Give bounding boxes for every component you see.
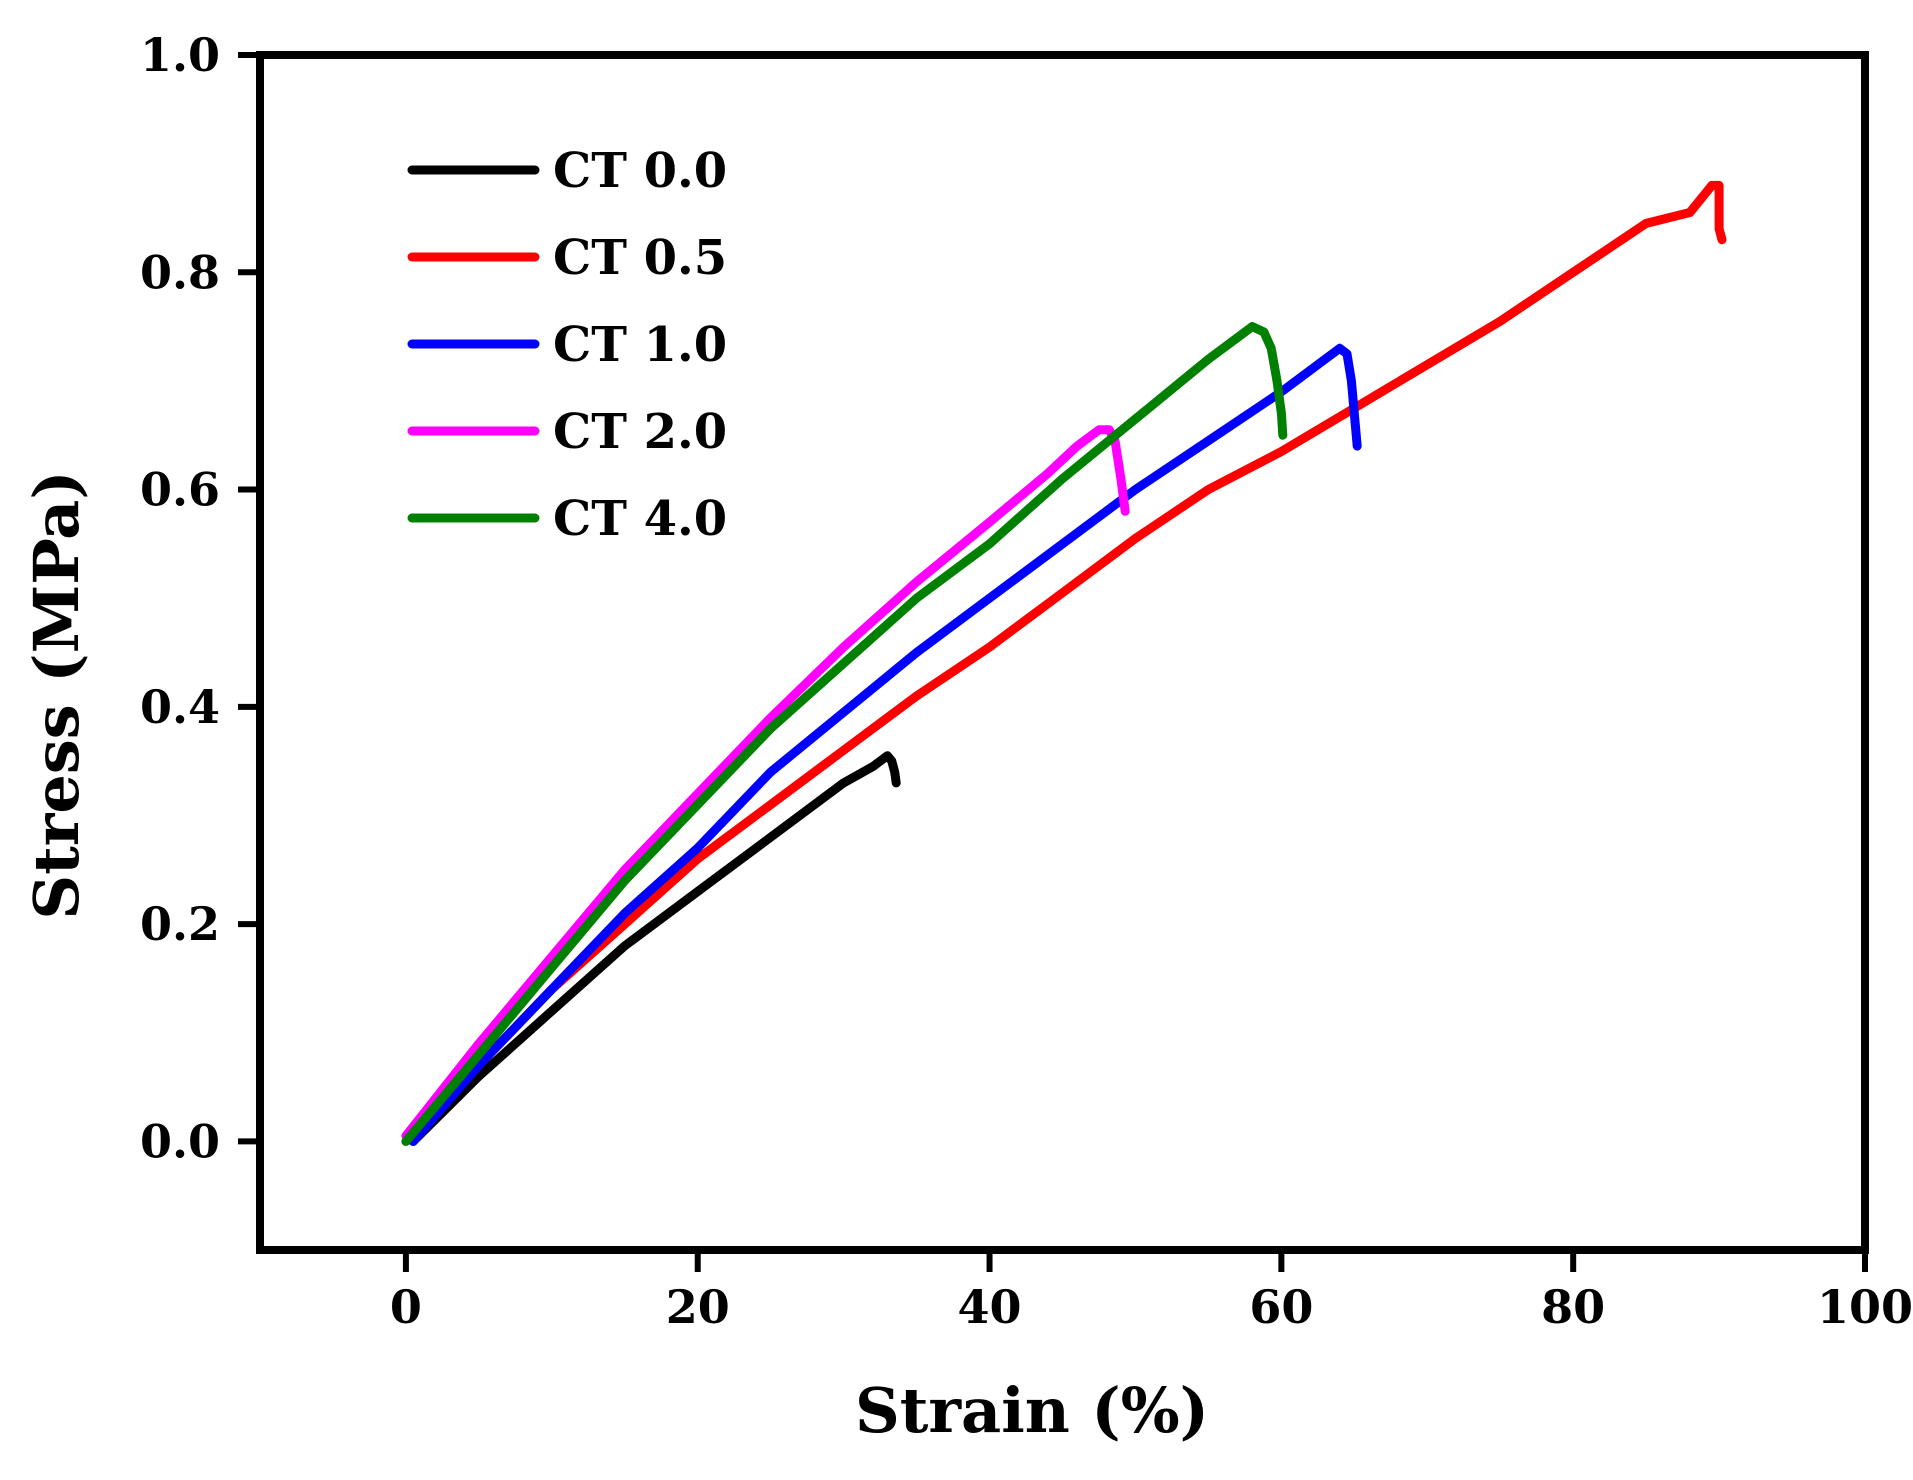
series-line-1 (401, 180, 1727, 1146)
y-tick-label: 0.2 (140, 897, 220, 951)
legend: CT 0.0 CT 0.5 CT 1.0 CT 2.0 CT 4.0 (407, 143, 727, 547)
y-tick-label: 0.8 (140, 245, 220, 299)
series-line-2 (408, 343, 1362, 1146)
axis-ticks: 0 20 40 60 80 100 0.0 0.2 0.4 0.6 0.8 1.0 (140, 28, 1913, 1334)
legend-label-1: CT 0.5 (553, 230, 727, 286)
plot-frame (256, 51, 1869, 1254)
x-tick-label: 100 (1817, 1280, 1913, 1334)
x-axis-title: Strain (%) (855, 1374, 1209, 1447)
legend-label-0: CT 0.0 (553, 143, 727, 199)
y-tick-label: 1.0 (140, 28, 220, 82)
legend-label-2: CT 1.0 (553, 317, 727, 373)
x-tick-label: 80 (1541, 1280, 1605, 1334)
x-tick-label: 0 (390, 1280, 422, 1334)
series-layer (401, 180, 1727, 1146)
x-tick-label: 40 (958, 1280, 1022, 1334)
x-tick-label: 60 (1249, 1280, 1313, 1334)
x-tick-label: 20 (666, 1280, 730, 1334)
y-tick-label: 0.6 (140, 463, 220, 517)
y-tick-label: 0.0 (140, 1114, 220, 1168)
y-axis-title: Stress (MPa) (20, 470, 93, 919)
series-line-4 (401, 322, 1288, 1146)
legend-label-4: CT 4.0 (553, 491, 727, 547)
legend-label-3: CT 2.0 (553, 404, 727, 460)
y-tick-label: 0.4 (140, 680, 220, 734)
series-line-0 (408, 751, 901, 1146)
